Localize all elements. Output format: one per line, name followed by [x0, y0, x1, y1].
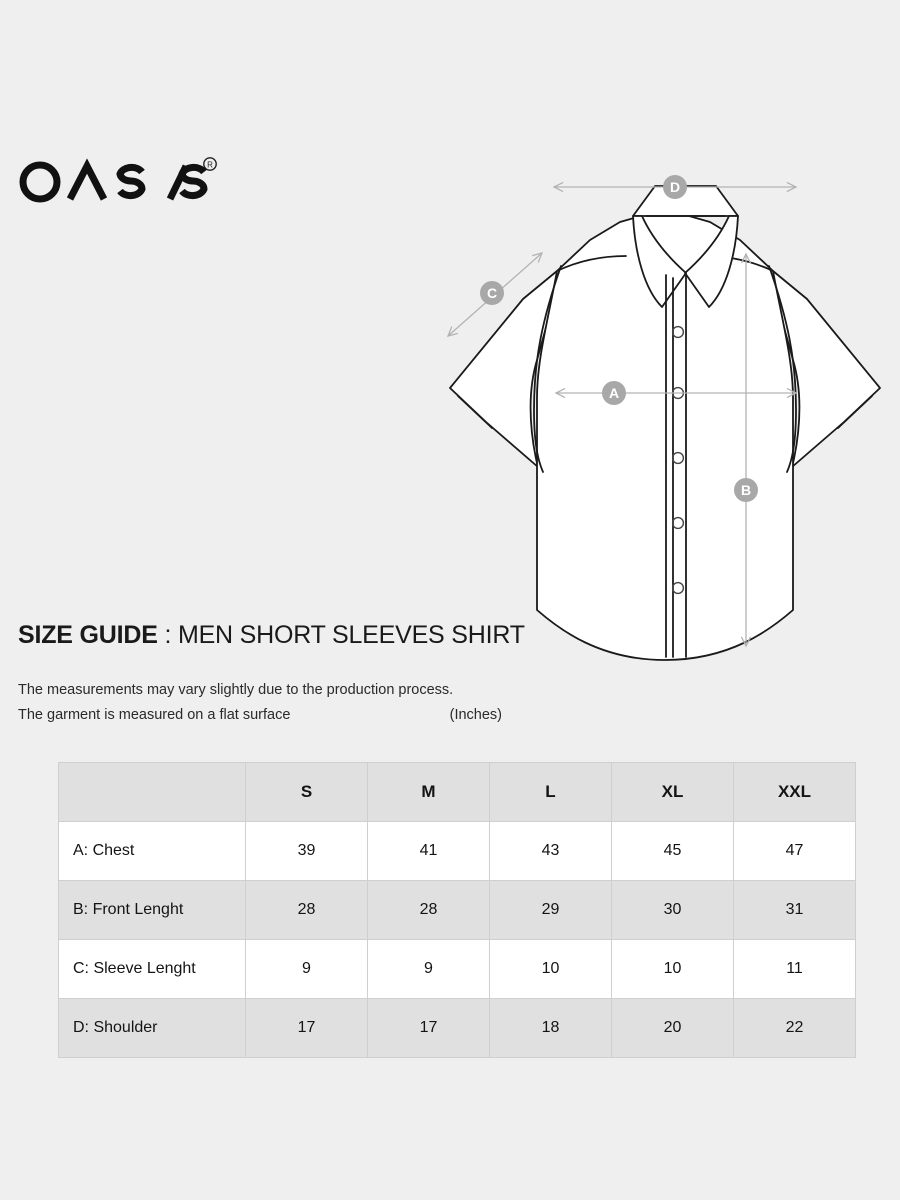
right-cuff-seam — [837, 395, 873, 429]
shirt-outline — [449, 185, 881, 661]
cell-chest-s: 39 — [245, 821, 368, 881]
button — [671, 516, 685, 530]
cell-chest-m: 41 — [367, 821, 490, 881]
yoke-seam-left — [556, 255, 627, 272]
cell-shoulder-m: 17 — [367, 998, 490, 1058]
garment-diagram: D A B C — [430, 160, 900, 680]
marker-c-label: C — [487, 285, 497, 301]
column-header-xl: XL — [611, 762, 734, 822]
marker-d-label: D — [670, 179, 680, 195]
cell-sleeve-length-xl: 10 — [611, 939, 734, 999]
cell-sleeve-length-s: 9 — [245, 939, 368, 999]
size-table-container: S M L XL XXL A: Chest 39 41 43 45 47 B: … — [58, 762, 856, 1058]
marker-c: C — [480, 281, 504, 305]
table-corner-cell — [58, 762, 246, 822]
size-table-header-row: S M L XL XXL — [58, 762, 856, 822]
measurement-markers: D A B C — [480, 175, 758, 502]
marker-a: A — [602, 381, 626, 405]
column-header-l: L — [489, 762, 612, 822]
button — [671, 325, 685, 339]
table-row: A: Chest 39 41 43 45 47 — [58, 821, 856, 881]
cell-chest-xxl: 47 — [733, 821, 856, 881]
marker-b: B — [734, 478, 758, 502]
marker-a-label: A — [609, 385, 619, 401]
cell-front-length-xl: 30 — [611, 880, 734, 940]
cell-front-length-s: 28 — [245, 880, 368, 940]
column-header-xxl: XXL — [733, 762, 856, 822]
cell-front-length-m: 28 — [367, 880, 490, 940]
page-title: SIZE GUIDE : MEN SHORT SLEEVES SHIRT — [18, 621, 538, 650]
cell-front-length-l: 29 — [489, 880, 612, 940]
cell-chest-l: 43 — [489, 821, 612, 881]
cell-shoulder-l: 18 — [489, 998, 612, 1058]
svg-text:R: R — [207, 161, 213, 170]
button — [671, 451, 685, 465]
row-label-chest: A: Chest — [58, 821, 246, 881]
cell-shoulder-xl: 20 — [611, 998, 734, 1058]
size-table-body: A: Chest 39 41 43 45 47 B: Front Lenght … — [58, 821, 856, 1058]
button — [671, 581, 685, 595]
cell-sleeve-length-xxl: 11 — [733, 939, 856, 999]
cell-chest-xl: 45 — [611, 821, 734, 881]
page-title-rest: MEN SHORT SLEEVES SHIRT — [177, 621, 525, 649]
column-header-m: M — [367, 762, 490, 822]
registered-trademark-icon: R — [203, 157, 217, 171]
marker-b-label: B — [741, 482, 751, 498]
column-header-s: S — [245, 762, 368, 822]
page-title-separator: : — [164, 621, 172, 649]
page-title-strong: SIZE GUIDE — [18, 621, 158, 649]
left-cuff-seam — [457, 395, 493, 429]
size-chart-table: S M L XL XXL A: Chest 39 41 43 45 47 B: … — [58, 762, 856, 1058]
cell-front-length-xxl: 31 — [733, 880, 856, 940]
cell-sleeve-length-l: 10 — [489, 939, 612, 999]
left-armhole-seam — [533, 265, 562, 473]
table-row: D: Shoulder 17 17 18 20 22 — [58, 998, 856, 1058]
right-collar-flap — [684, 215, 739, 308]
cell-shoulder-s: 17 — [245, 998, 368, 1058]
table-row: C: Sleeve Lenght 9 9 10 10 11 — [58, 939, 856, 999]
oasis-wordmark-icon: R — [19, 157, 217, 203]
cell-sleeve-length-m: 9 — [367, 939, 490, 999]
table-row: B: Front Lenght 28 28 29 30 31 — [58, 880, 856, 940]
shirt-body — [536, 211, 794, 661]
cell-shoulder-xxl: 22 — [733, 998, 856, 1058]
marker-d: D — [663, 175, 687, 199]
note-line-2: The garment is measured on a flat surfac… — [18, 707, 291, 723]
row-label-front-length: B: Front Lenght — [58, 880, 246, 940]
measurement-notes: The measurements may vary slightly due t… — [18, 678, 538, 728]
row-label-sleeve-length: C: Sleeve Lenght — [58, 939, 246, 999]
brand-logo: R — [18, 152, 218, 208]
note-line-1: The measurements may vary slightly due t… — [18, 682, 454, 698]
row-label-shoulder: D: Shoulder — [58, 998, 246, 1058]
size-table-head: S M L XL XXL — [58, 762, 856, 822]
measurement-unit: (Inches) — [449, 707, 502, 723]
